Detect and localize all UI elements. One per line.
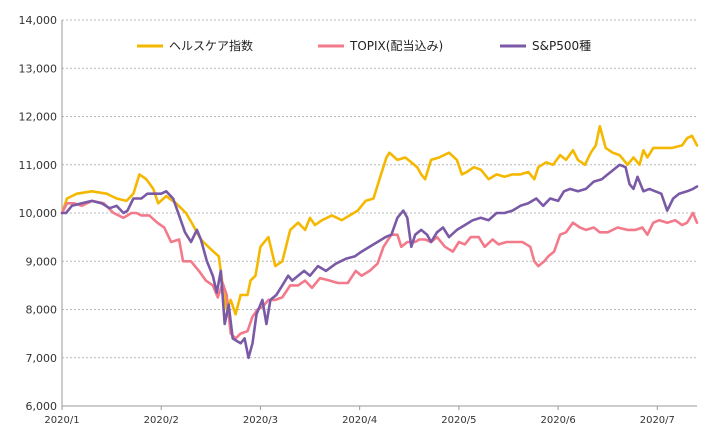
x-tick-label: 2020/2 bbox=[144, 415, 179, 426]
legend: ヘルスケア指数 TOPIX(配当込み) S&P500種 bbox=[137, 38, 591, 53]
y-tick-label: 6,000 bbox=[26, 400, 58, 413]
legend-label: S&P500種 bbox=[532, 39, 591, 53]
x-tick-label: 2020/4 bbox=[342, 415, 377, 426]
x-tick-label: 2020/3 bbox=[243, 415, 278, 426]
series-line bbox=[60, 124, 699, 316]
y-tick-label: 7,000 bbox=[26, 352, 58, 365]
x-tick-label: 2020/5 bbox=[441, 415, 476, 426]
y-tick-label: 12,000 bbox=[19, 111, 58, 124]
x-tick-label: 2020/7 bbox=[640, 415, 675, 426]
series-lines bbox=[60, 124, 699, 360]
legend-label: TOPIX(配当込み) bbox=[349, 39, 443, 53]
grid-lines bbox=[62, 19, 697, 359]
x-tick-label: 2020/1 bbox=[44, 415, 79, 426]
x-tick-label: 2020/6 bbox=[541, 415, 576, 426]
y-tick-label: 11,000 bbox=[19, 159, 58, 172]
y-axis-ticks: 6,000 7,000 8,000 9,000 10,000 11,000 12,000 13… bbox=[19, 14, 58, 413]
y-tick-label: 9,000 bbox=[26, 255, 58, 268]
y-tick-label: 14,000 bbox=[19, 14, 58, 27]
x-axis-ticks: 2020/1 2020/2 2020/3 2020/4 2020/5 2020/6 2020… bbox=[44, 406, 675, 426]
y-tick-label: 13,000 bbox=[19, 62, 58, 75]
series-line bbox=[60, 199, 699, 340]
y-tick-label: 8,000 bbox=[26, 304, 58, 317]
series-line bbox=[60, 163, 699, 360]
legend-label: ヘルスケア指数 bbox=[169, 38, 253, 53]
y-tick-label: 10,000 bbox=[19, 207, 58, 220]
